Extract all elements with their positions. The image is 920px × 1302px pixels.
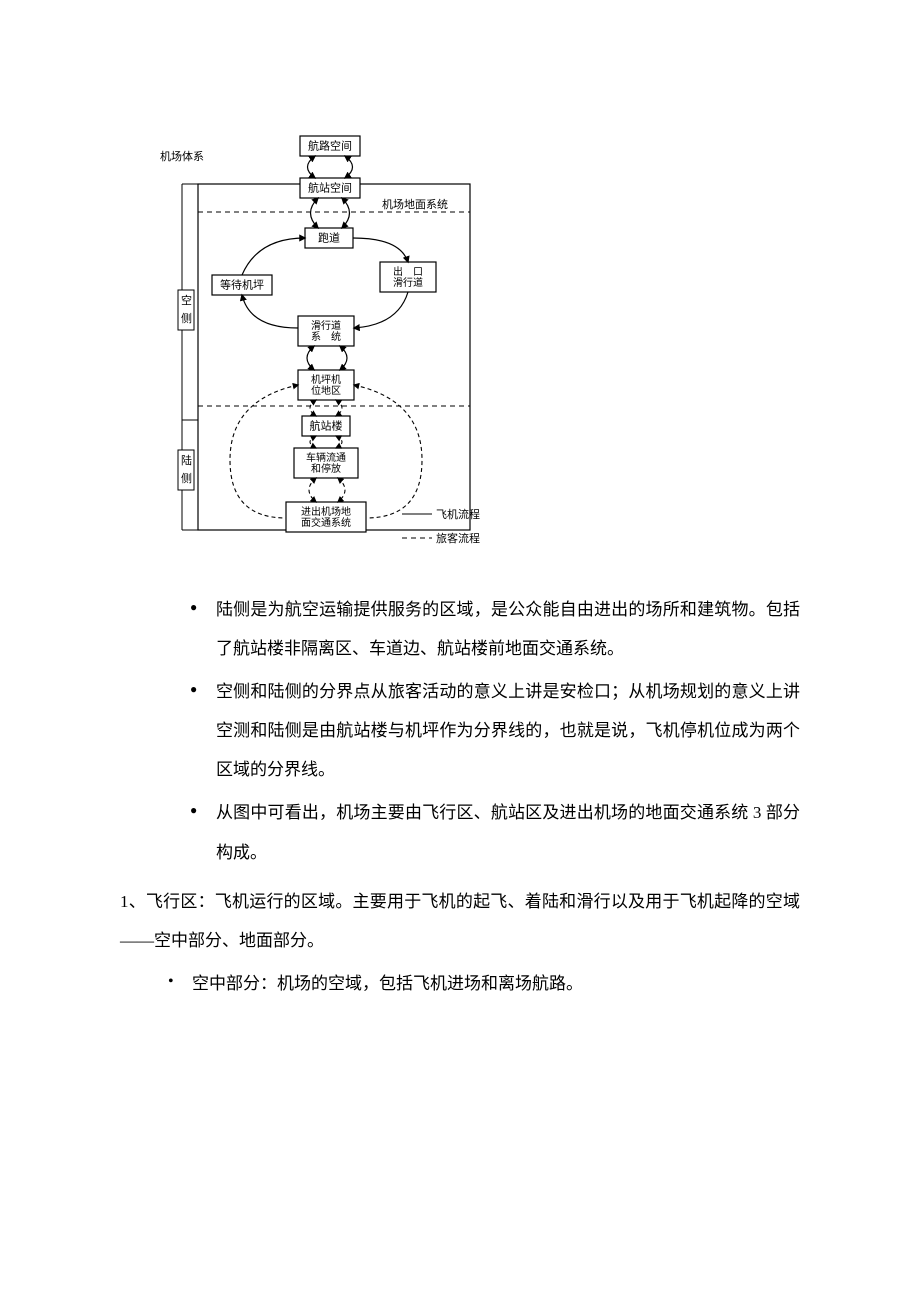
bullet-item: 从图中可看出，机场主要由飞行区、航站区及进出机场的地面交通系统 3 部分构成。 [190, 793, 800, 871]
node-label-vehicle: 和停放 [311, 462, 341, 475]
legend-dash: 旅客流程 [436, 531, 480, 545]
bullet-item: 陆侧是为航空运输提供服务的区域，是公众能自由进出的场所和建筑物。包括了航站楼非隔… [190, 590, 800, 668]
label-airport-system: 机场体系 [160, 149, 204, 163]
vlabel-land-1: 陆 [181, 453, 192, 467]
label-ground-system: 机场地面系统 [382, 197, 448, 211]
sub-bullet-list: 空中部分：机场的空域，包括飞机进场和离场航路。 [168, 964, 800, 1003]
node-label-airway: 航路空间 [308, 139, 352, 153]
node-label-holding: 等待机坪 [220, 278, 264, 292]
node-label-terminal_air: 航站空间 [308, 181, 352, 195]
node-label-apron: 位地区 [311, 384, 341, 397]
node-label-ground: 进出机场地 [301, 505, 351, 518]
node-label-taxi_sys: 滑行道 [311, 319, 341, 332]
node-label-terminal: 航站楼 [310, 419, 343, 433]
numbered-paragraph: 1、飞行区：飞机运行的区域。主要用于飞机的起飞、着陆和滑行以及用于飞机起降的空域… [120, 882, 800, 960]
node-label-runway: 跑道 [318, 231, 340, 245]
bullet-item: 空侧和陆侧的分界点从旅客活动的意义上讲是安检口；从机场规划的意义上讲空测和陆侧是… [190, 672, 800, 789]
vlabel-land-2: 侧 [181, 472, 192, 485]
node-label-exit_taxi: 滑行道 [393, 276, 423, 289]
node-label-apron: 机坪机 [311, 373, 341, 386]
node-label-vehicle: 车辆流通 [306, 451, 346, 464]
node-label-taxi_sys: 系 统 [311, 330, 341, 343]
node-label-exit_taxi: 出 口 [393, 265, 423, 278]
airport-system-diagram: 机场体系 空 侧 陆 侧 机场地面系统 航路空间航站空间跑道等待机坪出 口滑行道… [150, 120, 490, 550]
vlabel-air-2: 侧 [181, 312, 192, 325]
sub-bullet-item: 空中部分：机场的空域，包括飞机进场和离场航路。 [168, 964, 800, 1003]
bullet-list: 陆侧是为航空运输提供服务的区域，是公众能自由进出的场所和建筑物。包括了航站楼非隔… [190, 590, 800, 872]
node-label-ground: 面交通系统 [301, 516, 351, 529]
legend-solid: 飞机流程 [436, 507, 480, 521]
vlabel-air-1: 空 [181, 293, 192, 307]
